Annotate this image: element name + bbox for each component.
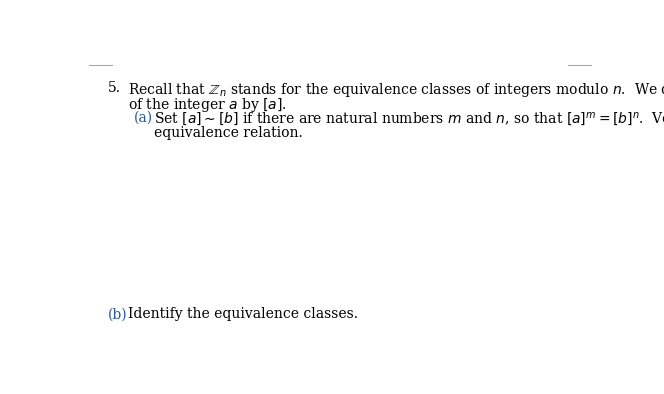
Text: equivalence relation.: equivalence relation.: [154, 126, 303, 139]
Text: Identify the equivalence classes.: Identify the equivalence classes.: [128, 307, 359, 321]
Text: (b): (b): [108, 307, 127, 321]
Text: Set $[a] \sim [b]$ if there are natural numbers $m$ and $n$, so that $[a]^m = [b: Set $[a] \sim [b]$ if there are natural …: [154, 111, 664, 130]
Text: (a): (a): [133, 111, 153, 125]
Text: 5.: 5.: [108, 81, 121, 95]
Text: of the integer $a$ by $[a]$.: of the integer $a$ by $[a]$.: [128, 96, 287, 114]
Text: Recall that $\mathbb{Z}_n$ stands for the equivalence classes of integers modulo: Recall that $\mathbb{Z}_n$ stands for th…: [128, 81, 664, 99]
